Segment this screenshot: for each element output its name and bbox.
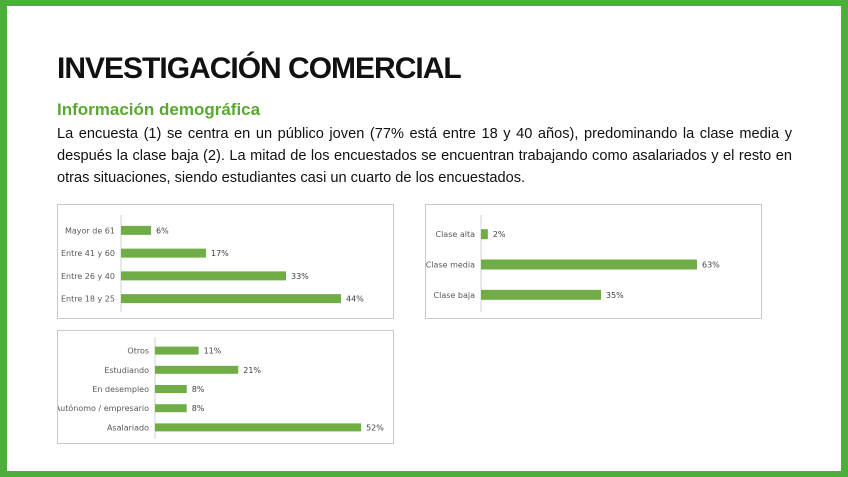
class-bar [481,259,697,270]
age-category-label: Entre 41 y 60 [61,249,115,258]
age-bar [121,225,151,235]
class-category-label: Clase baja [434,291,476,300]
age-category-label: Mayor de 61 [65,226,115,235]
occupation-bar [155,423,362,432]
section-subtitle: Información demográfica [57,100,261,119]
class-category-label: Clase media [426,261,475,270]
occupation-value-label: 8% [192,385,205,394]
social-class-chart-svg: Clase alta 2% Clase media 63% Clase baja 35% [426,215,720,312]
occupation-bar [155,404,187,413]
social-class-chart: Clase alta 2% Clase media 63% Clase baja 35% [425,204,762,319]
occupation-chart-svg: Otros 11% Estudiando 21% En desempleo 8% Autón… [58,337,384,439]
occupation-category-label: Otros [127,347,149,356]
class-category-label: Clase alta [435,230,475,239]
occupation-category-label: Estudiando [104,366,149,375]
class-bar [481,229,488,240]
occupation-value-label: 21% [243,366,261,375]
occupation-bar [155,365,239,374]
class-value-label: 2% [493,230,506,239]
occupation-bar [155,346,199,355]
age-chart: Mayor de 61 6% Entre 41 y 60 17% Entre 26 y … [57,204,394,319]
age-value-label: 44% [346,295,364,304]
class-bar [481,289,601,300]
age-bar [121,294,341,304]
age-chart-svg: Mayor de 61 6% Entre 41 y 60 17% Entre 26 y … [61,215,364,312]
occupation-category-label: Asalariado [107,423,149,432]
age-value-label: 33% [291,272,309,281]
description-paragraph: La encuesta (1) se centra en un público … [57,126,792,186]
class-value-label: 63% [702,261,720,270]
occupation-category-label: En desempleo [92,385,149,394]
age-category-label: Entre 18 y 25 [61,295,115,304]
occupation-value-label: 11% [204,347,222,356]
age-value-label: 17% [211,249,229,258]
occupation-bar [155,385,187,393]
age-bar [121,248,206,258]
age-value-label: 6% [156,226,169,235]
occupation-chart: Otros 11% Estudiando 21% En desempleo 8% Autón… [57,330,394,444]
slide-title: INVESTIGACIÓN COMERCIAL [57,52,462,85]
occupation-value-label: 52% [366,423,384,432]
occupation-category-label: Autónomo / empresario [58,403,149,413]
class-value-label: 35% [606,291,624,300]
age-category-label: Entre 26 y 40 [61,272,115,281]
occupation-value-label: 8% [192,404,205,413]
age-bar [121,271,286,281]
